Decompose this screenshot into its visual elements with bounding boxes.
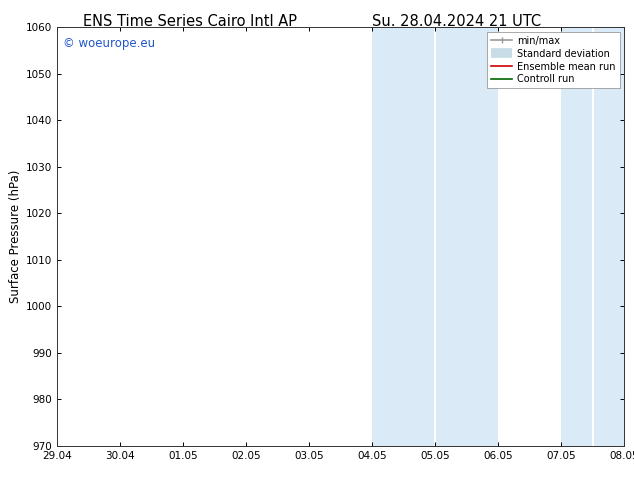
Text: Su. 28.04.2024 21 UTC: Su. 28.04.2024 21 UTC	[372, 14, 541, 29]
Text: © woeurope.eu: © woeurope.eu	[63, 37, 155, 50]
Bar	[372, 27, 436, 446]
Legend: min/max, Standard deviation, Ensemble mean run, Controll run: min/max, Standard deviation, Ensemble me…	[487, 32, 619, 88]
Y-axis label: Surface Pressure (hPa): Surface Pressure (hPa)	[9, 170, 22, 303]
Bar	[562, 27, 624, 446]
Text: ENS Time Series Cairo Intl AP: ENS Time Series Cairo Intl AP	[83, 14, 297, 29]
Bar	[436, 27, 498, 446]
